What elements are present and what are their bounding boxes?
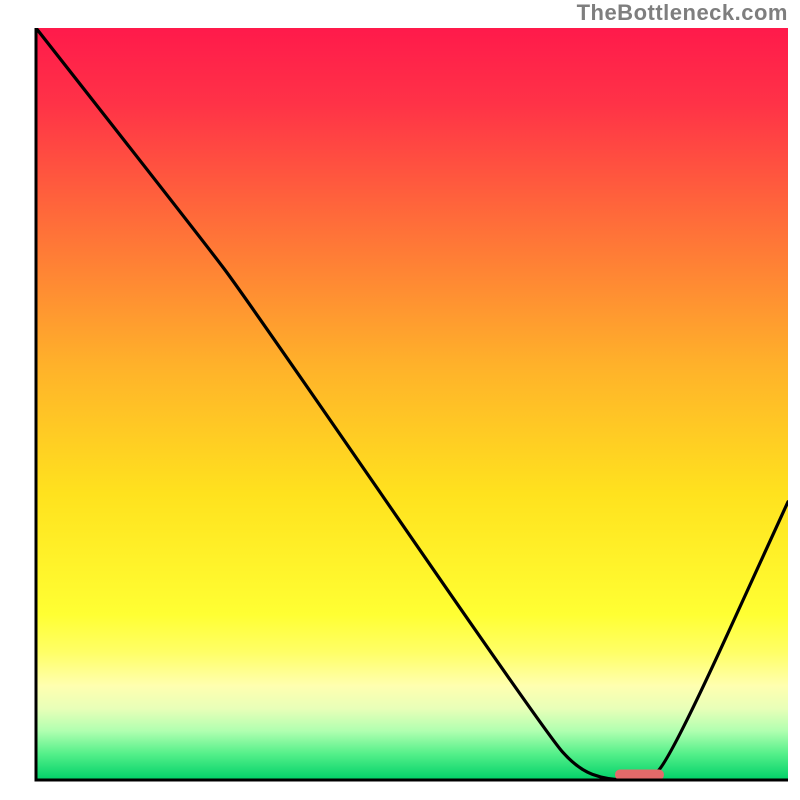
- bottleneck-chart: [0, 0, 800, 800]
- optimum-marker: [615, 769, 664, 780]
- gradient-background: [36, 28, 788, 780]
- chart-container: TheBottleneck.com: [0, 0, 800, 800]
- watermark-text: TheBottleneck.com: [577, 0, 788, 26]
